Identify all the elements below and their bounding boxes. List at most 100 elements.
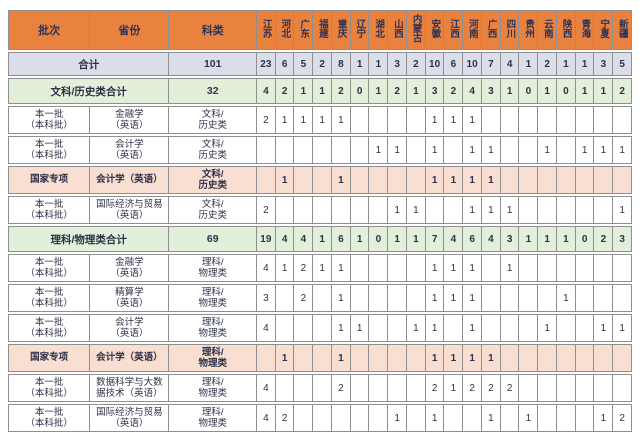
value-cell xyxy=(556,136,576,164)
value-cell xyxy=(275,374,295,402)
value-cell: 1 xyxy=(350,314,370,342)
accounting-national-science-row: 国家专项 会计学（英语） 理科/ 物理类 1 1 1 1 1 1 xyxy=(8,344,632,372)
value-cell: 1 xyxy=(369,52,389,76)
value-cell: 3 xyxy=(500,226,520,252)
value-cell: 2 xyxy=(481,374,501,402)
value-cell: 1 xyxy=(294,78,314,104)
province-header-text: 新疆 xyxy=(616,19,628,38)
header-cell-province: 山西 xyxy=(388,10,407,50)
value-cell: 1 xyxy=(425,404,445,432)
value-cell xyxy=(388,344,407,372)
value-cell xyxy=(406,344,426,372)
value-cell: 2 xyxy=(463,374,482,402)
value-cell: 1 xyxy=(331,314,351,342)
value-cell: 1 xyxy=(556,226,576,252)
value-cell: 1 xyxy=(594,78,614,104)
value-cell xyxy=(519,344,539,372)
value-cell xyxy=(294,374,314,402)
header-cell-province: 河南 xyxy=(463,10,482,50)
value-cell: 1 xyxy=(331,344,351,372)
major-cell: 会计学 （英语） xyxy=(90,136,170,164)
value-cell xyxy=(313,136,332,164)
value-cell: 2 xyxy=(538,52,557,76)
table-header: 批次 省份 科类 江苏 河北 广东 福建 重庆 辽宁 湖北 山西 内蒙古 安徽 江西 河南 广西 四川 贵州 云南陕… xyxy=(8,10,632,50)
value-cell: 1 xyxy=(425,106,445,134)
value-cell: 2 xyxy=(294,284,314,312)
value-cell: 1 xyxy=(613,196,632,224)
value-cell: 1 xyxy=(463,284,482,312)
value-cell xyxy=(538,374,557,402)
value-cell xyxy=(594,344,614,372)
category-cell: 理科/ 物理类 xyxy=(169,314,257,342)
accounting-science-row: 本一批 （本科批） 会计学 （英语） 理科/ 物理类 4 1 1 1 1 1 1 1 1 xyxy=(8,314,632,342)
value-cell xyxy=(369,314,389,342)
value-cell: 1 xyxy=(425,284,445,312)
value-cell: 0 xyxy=(369,226,389,252)
value-cell xyxy=(538,166,557,194)
value-cell xyxy=(538,284,557,312)
value-cell xyxy=(313,404,332,432)
value-cell: 2 xyxy=(275,78,295,104)
major-cell: 会计学（英语） xyxy=(90,344,170,372)
batch-cell: 本一批 （本科批） xyxy=(8,314,91,342)
value-cell: 1 xyxy=(425,344,445,372)
value-cell xyxy=(594,106,614,134)
value-cell: 1 xyxy=(575,136,595,164)
header-cell-province: 湖北 xyxy=(369,10,389,50)
value-cell: 2 xyxy=(256,106,276,134)
value-cell xyxy=(500,404,520,432)
value-cell: 4 xyxy=(275,226,295,252)
value-cell: 4 xyxy=(256,374,276,402)
row-label-cell: 理科/物理类合计 xyxy=(8,226,170,252)
value-cell xyxy=(313,196,332,224)
province-header-text: 四川 xyxy=(504,19,516,38)
value-cell: 4 xyxy=(294,226,314,252)
value-cell: 1 xyxy=(313,106,332,134)
value-cell: 1 xyxy=(388,404,407,432)
value-cell: 1 xyxy=(388,196,407,224)
batch-cell: 本一批 （本科批） xyxy=(8,374,91,402)
value-cell: 4 xyxy=(256,78,276,104)
value-cell xyxy=(350,254,370,282)
header-cell-province: 辽宁 xyxy=(350,10,370,50)
value-cell: 1 xyxy=(538,78,557,104)
value-cell: 1 xyxy=(538,226,557,252)
value-cell xyxy=(500,136,520,164)
value-cell: 1 xyxy=(406,196,426,224)
value-cell: 1 xyxy=(331,106,351,134)
province-header-text: 贵州 xyxy=(523,19,535,38)
value-cell xyxy=(294,196,314,224)
value-cell xyxy=(575,166,595,194)
category-cell: 理科/ 物理类 xyxy=(169,344,257,372)
value-cell: 3 xyxy=(594,52,614,76)
value-cell: 6 xyxy=(444,52,464,76)
value-cell: 3 xyxy=(425,78,445,104)
value-cell: 1 xyxy=(538,314,557,342)
value-cell xyxy=(294,344,314,372)
value-cell: 1 xyxy=(369,136,389,164)
value-cell xyxy=(538,196,557,224)
value-cell xyxy=(406,284,426,312)
science-subtotal-row: 理科/物理类合计 69 19 4 4 1 6 1 0 1 1 7 4 6 4 3 1 1 1 0 2 3 xyxy=(8,226,632,252)
value-cell: 4 xyxy=(256,254,276,282)
header-cell-province: 内蒙古 xyxy=(406,10,426,50)
liberal-arts-subtotal-row: 文科/历史类合计 32 4 2 1 1 2 0 1 2 1 3 2 4 3 1 0 1 0 1 1 2 xyxy=(8,78,632,104)
value-cell xyxy=(388,166,407,194)
value-cell: 1 xyxy=(444,284,464,312)
value-cell xyxy=(556,344,576,372)
value-cell xyxy=(406,374,426,402)
value-cell: 1 xyxy=(556,52,576,76)
value-cell: 1 xyxy=(463,196,482,224)
value-cell: 1 xyxy=(481,344,501,372)
value-cell xyxy=(519,136,539,164)
value-cell xyxy=(575,314,595,342)
value-cell xyxy=(313,314,332,342)
value-cell: 2 xyxy=(294,254,314,282)
major-cell: 精算学 （英语） xyxy=(90,284,170,312)
value-cell xyxy=(406,106,426,134)
value-cell: 1 xyxy=(406,78,426,104)
value-cell xyxy=(613,166,632,194)
province-header-text: 陕西 xyxy=(560,19,572,38)
finance-liberal-row: 本一批 （本科批） 金融学 （英语） 文科/ 历史类 2 1 1 1 1 1 1 1 xyxy=(8,106,632,134)
value-cell: 1 xyxy=(313,226,332,252)
